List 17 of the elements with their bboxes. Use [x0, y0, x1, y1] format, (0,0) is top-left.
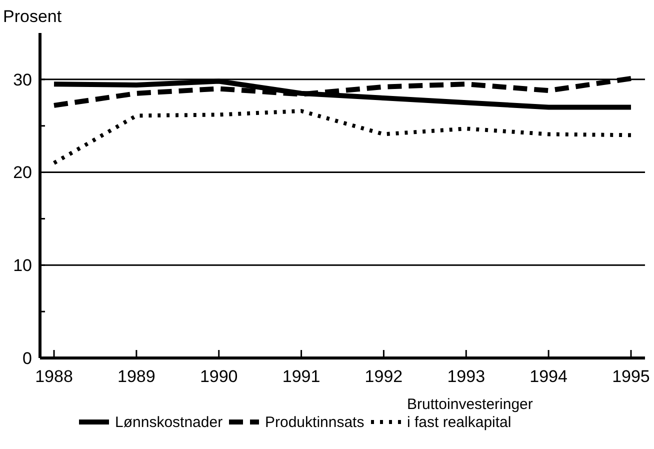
y-tick-label: 10	[13, 256, 32, 276]
y-tick-label: 20	[13, 163, 32, 182]
y-axis-title: Prosent	[3, 7, 62, 26]
y-tick-label: 0	[22, 348, 32, 368]
y-tick-label: 30	[13, 70, 32, 90]
legend-label: Produktinnsats	[265, 414, 364, 431]
x-tick-label: 1994	[530, 367, 568, 386]
legend-label: Bruttoinvesteringer i fast realkapital	[407, 396, 533, 431]
x-tick-label: 1990	[200, 367, 238, 386]
x-tick-label: 1988	[35, 367, 73, 386]
line-series	[52, 109, 633, 165]
x-tick-label: 1992	[364, 367, 403, 386]
x-tick-label: 1993	[447, 367, 486, 386]
x-tick-label: 1989	[118, 367, 156, 386]
x-tick-label: 1991	[282, 367, 320, 386]
x-tick-label: 1995	[612, 367, 650, 386]
legend-label: Lønnskostnader	[115, 414, 223, 431]
